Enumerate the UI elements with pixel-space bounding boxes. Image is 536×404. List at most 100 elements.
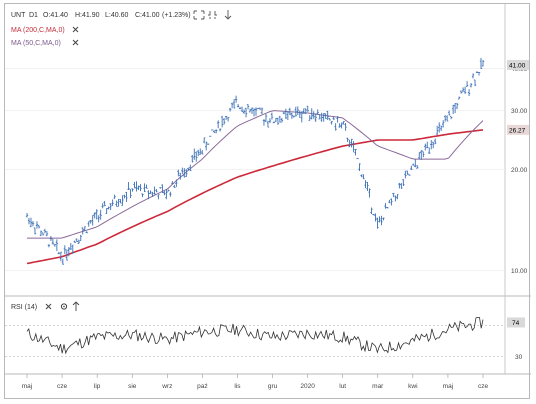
price-bar xyxy=(185,168,188,177)
price-bar xyxy=(268,118,272,124)
price-bar xyxy=(386,206,389,209)
high-value: H:41.90 xyxy=(75,12,100,19)
price-bar xyxy=(95,209,98,220)
price-bar xyxy=(328,118,331,121)
price-bar xyxy=(310,108,313,120)
price-bar xyxy=(441,120,445,128)
price-bar xyxy=(420,150,423,161)
price-bar xyxy=(432,141,435,149)
collapse-icon[interactable] xyxy=(208,11,217,19)
last-price-badge-bg xyxy=(507,59,529,70)
close-icon[interactable] xyxy=(45,303,52,310)
price-bar xyxy=(123,194,126,199)
x-tick-label: lip xyxy=(94,383,101,390)
price-bar xyxy=(187,167,190,171)
price-bar xyxy=(195,151,198,162)
price-bar xyxy=(183,168,186,178)
price-bar xyxy=(430,139,433,150)
price-bar xyxy=(236,103,240,108)
close-icon[interactable] xyxy=(72,26,79,33)
ma200-value: 26.27 xyxy=(509,127,526,134)
up-arrow-icon[interactable] xyxy=(72,301,80,311)
rsi-label: RSI (14) xyxy=(11,304,37,311)
rsi-badge-bg xyxy=(507,317,525,328)
x-tick-label: lut xyxy=(339,383,346,390)
close-icon[interactable] xyxy=(72,39,79,46)
price-bar xyxy=(149,190,152,194)
price-bar xyxy=(372,213,375,216)
price-bar xyxy=(163,190,166,196)
price-bar xyxy=(262,119,266,126)
price-bar xyxy=(129,189,132,198)
change-value: (+1.23%) xyxy=(162,12,191,19)
price-bar xyxy=(306,105,309,112)
expand-icon[interactable] xyxy=(193,10,205,20)
price-bar xyxy=(390,198,393,206)
price-bar xyxy=(177,169,180,177)
price-bar xyxy=(165,189,168,200)
price-bar xyxy=(207,143,210,145)
price-bar xyxy=(55,239,59,252)
price-bar xyxy=(79,234,82,242)
x-tick-label: maj xyxy=(22,383,32,390)
price-bar xyxy=(75,238,78,242)
price-bar xyxy=(101,203,104,209)
chart-svg[interactable]: UNT D1 O:41.40 H:41.90 L:40.60 C:41.00 (… xyxy=(5,4,531,400)
price-bar xyxy=(330,121,333,125)
price-bar xyxy=(77,239,80,244)
price-bar xyxy=(346,137,349,143)
price-bar xyxy=(244,107,248,118)
price-bar xyxy=(83,226,86,231)
price-bar xyxy=(320,112,323,122)
price-bar xyxy=(67,247,71,257)
price-bar xyxy=(455,102,459,109)
price-bar xyxy=(473,79,477,87)
last-price-badge: 41.00 xyxy=(507,59,529,70)
price-bar xyxy=(453,103,457,114)
price-bar xyxy=(414,159,417,168)
rsi-tick-30: 30 xyxy=(515,354,523,361)
price-bar xyxy=(304,108,307,115)
price-bar xyxy=(404,170,407,179)
price-bar xyxy=(240,106,244,112)
price-bar xyxy=(314,113,317,122)
price-bar xyxy=(151,191,154,197)
price-bar xyxy=(87,221,90,227)
price-bar xyxy=(326,110,329,121)
price-bar xyxy=(71,244,74,254)
price-bar xyxy=(37,225,41,229)
price-bar xyxy=(199,148,202,155)
price-bar xyxy=(169,191,172,197)
price-bar xyxy=(220,115,224,128)
price-bar xyxy=(445,115,449,122)
ma200-label: MA (200,C,MA,0) xyxy=(11,27,65,34)
price-bar xyxy=(292,115,296,118)
price-bar xyxy=(201,150,204,155)
ma50-line xyxy=(27,110,484,239)
price-bar xyxy=(344,122,347,131)
price-bar xyxy=(370,207,373,215)
price-bar xyxy=(426,141,429,149)
x-tick-label: sie xyxy=(128,383,137,390)
x-tick-label: paź xyxy=(197,383,207,390)
settings-icon[interactable] xyxy=(60,303,68,310)
price-bar xyxy=(348,139,351,148)
price-bar xyxy=(143,183,146,193)
y-tick-label: 20.00 xyxy=(511,167,528,174)
down-arrow-icon[interactable] xyxy=(224,10,232,20)
price-bar xyxy=(137,185,140,191)
price-bar xyxy=(477,72,481,76)
price-bar xyxy=(312,111,315,119)
low-value: L:40.60 xyxy=(105,12,128,19)
rsi-badge: 74 xyxy=(507,317,525,328)
price-bar xyxy=(153,186,156,195)
price-bar xyxy=(284,108,288,119)
price-bar xyxy=(451,104,455,115)
price-bar xyxy=(29,217,33,228)
price-bar xyxy=(286,111,290,120)
price-bar xyxy=(296,106,300,115)
price-bar xyxy=(436,125,439,135)
price-bar xyxy=(250,107,254,114)
x-tick-label: maj xyxy=(443,383,453,390)
price-bar xyxy=(428,147,431,154)
